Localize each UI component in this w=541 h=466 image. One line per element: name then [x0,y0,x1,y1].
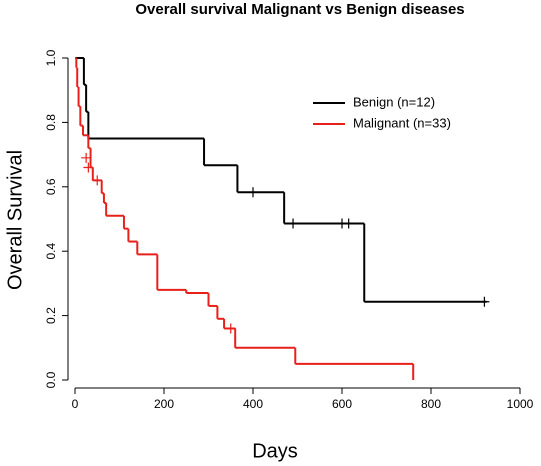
y-axis-label: Overall Survival [4,150,26,290]
y-tick-label: 0.6 [44,178,58,195]
x-tick-label: 400 [243,397,263,411]
censor-mark [248,187,258,198]
y-tick-label: 0.8 [44,114,58,131]
legend-label: Malignant (n=33) [353,115,451,130]
y-tick-label: 0.4 [44,243,58,260]
censor-mark [92,175,103,186]
censor-mark [288,218,299,229]
censor-mark [83,162,94,173]
x-tick-label: 600 [332,397,352,411]
y-tick-label: 1.0 [44,49,58,66]
x-tick-label: 1000 [507,397,534,411]
x-axis-label: Days [252,440,298,462]
x-tick-label: 200 [154,397,174,411]
censor-mark [81,152,92,163]
censor-mark [343,218,354,229]
y-tick-label: 0.0 [44,371,58,388]
censor-mark [225,323,236,334]
y-tick-label: 0.2 [44,307,58,324]
chart-title: Overall survival Malignant vs Benign dis… [135,1,464,18]
censor-mark [479,296,490,307]
x-tick-label: 800 [421,397,441,411]
x-tick-label: 0 [72,397,79,411]
legend-label: Benign (n=12) [353,94,435,109]
